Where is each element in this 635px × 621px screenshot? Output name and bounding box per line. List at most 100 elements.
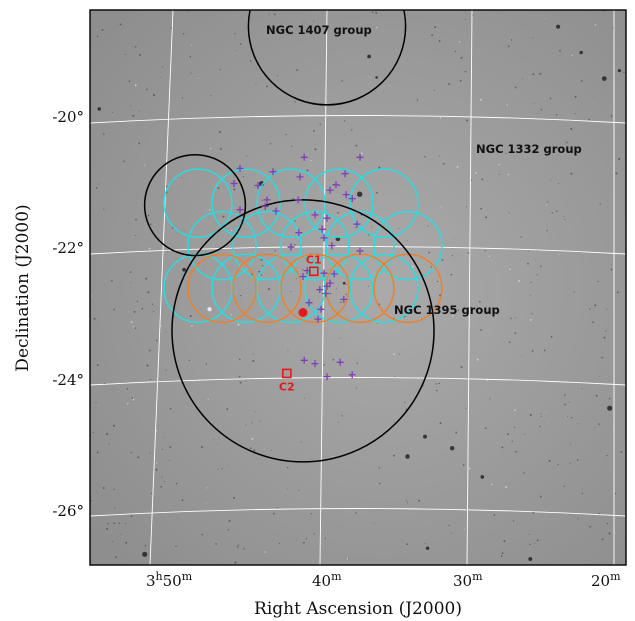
- star: [148, 247, 151, 250]
- star: [300, 441, 302, 443]
- star: [189, 55, 192, 58]
- star: [404, 401, 406, 404]
- star: [398, 353, 400, 355]
- star: [393, 353, 396, 356]
- star: [601, 76, 607, 81]
- star: [556, 24, 561, 29]
- star: [580, 80, 583, 82]
- star: [509, 341, 511, 343]
- star: [124, 53, 126, 55]
- star: [470, 306, 472, 309]
- star: [252, 353, 254, 355]
- star: [112, 540, 114, 542]
- star: [480, 207, 483, 210]
- star: [486, 311, 489, 314]
- star: [608, 398, 611, 400]
- star: [147, 291, 150, 294]
- star: [182, 33, 185, 35]
- dec-grid-line: [90, 246, 626, 255]
- member-marker: [348, 195, 356, 203]
- star: [274, 13, 276, 16]
- star: [222, 215, 225, 218]
- star: [150, 492, 153, 494]
- member-marker: [269, 168, 277, 176]
- star: [138, 110, 140, 112]
- star: [130, 282, 132, 284]
- star: [147, 214, 150, 217]
- pointing-cyan: [325, 210, 395, 281]
- star: [566, 416, 568, 418]
- star: [303, 397, 305, 399]
- star: [113, 522, 116, 525]
- star: [213, 439, 215, 440]
- star: [245, 424, 247, 426]
- star: [234, 561, 237, 564]
- star: [546, 230, 548, 232]
- star: [132, 114, 135, 117]
- marker-square: [308, 266, 319, 277]
- star: [528, 533, 530, 535]
- star: [161, 476, 163, 478]
- star: [219, 68, 221, 71]
- star: [149, 452, 151, 454]
- star: [548, 460, 551, 462]
- star: [547, 201, 549, 203]
- group-label-ngc1395: NGC 1395 group: [394, 303, 500, 317]
- star: [534, 543, 536, 545]
- star: [98, 364, 100, 366]
- member-marker: [316, 286, 324, 294]
- star: [303, 541, 305, 544]
- pointing-cyan: [304, 168, 374, 238]
- star: [532, 73, 535, 76]
- star: [128, 80, 131, 83]
- y-tick-label: -20°: [52, 108, 84, 126]
- star: [155, 339, 158, 342]
- pointing-cyan: [211, 168, 281, 238]
- star: [207, 398, 209, 400]
- star: [436, 280, 439, 283]
- star: [438, 155, 440, 157]
- star: [190, 44, 192, 46]
- star: [378, 467, 380, 469]
- star: [324, 537, 326, 539]
- star: [540, 495, 542, 498]
- star: [217, 469, 219, 470]
- star: [610, 115, 613, 117]
- star: [343, 120, 346, 122]
- star: [566, 141, 568, 144]
- member-marker: [323, 373, 331, 381]
- star: [599, 203, 601, 205]
- star: [464, 19, 466, 20]
- star: [149, 378, 152, 381]
- star: [393, 421, 395, 423]
- star: [488, 255, 491, 258]
- star: [439, 422, 442, 425]
- star: [95, 402, 97, 404]
- star: [439, 117, 442, 119]
- dec-grid-line: [90, 377, 626, 386]
- star: [438, 40, 441, 42]
- star: [589, 308, 591, 310]
- star: [105, 433, 108, 435]
- star: [235, 50, 237, 51]
- star: [269, 14, 270, 16]
- star: [427, 225, 429, 227]
- star: [134, 84, 137, 87]
- pointing-orange: [280, 253, 350, 323]
- star: [144, 544, 147, 547]
- x-tick-label: 20m: [591, 570, 621, 590]
- star: [617, 69, 621, 73]
- pointing-cyan: [304, 253, 374, 323]
- star: [376, 323, 378, 324]
- star: [606, 454, 608, 457]
- pointing-cyan: [373, 210, 443, 281]
- star: [113, 308, 116, 311]
- star: [612, 27, 614, 29]
- star: [137, 456, 140, 459]
- star: [107, 523, 109, 525]
- star: [501, 552, 504, 554]
- star: [91, 295, 93, 297]
- star: [356, 362, 359, 365]
- star: [462, 464, 465, 466]
- star: [507, 433, 509, 436]
